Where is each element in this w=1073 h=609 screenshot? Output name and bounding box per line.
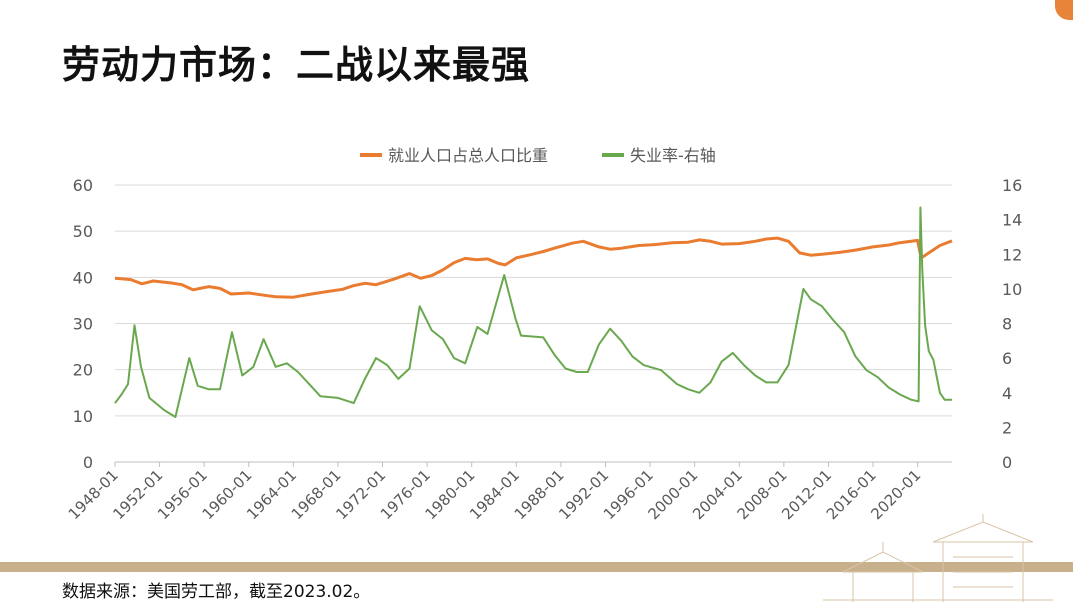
pavilion-illustration: [823, 514, 1053, 602]
right-y-tick-label: 4: [1002, 384, 1012, 403]
left-y-tick-label: 20: [73, 361, 93, 380]
right-y-tick-label: 16: [1002, 176, 1022, 195]
right-y-axis: 0 2 4 6 8 10 12 14 16: [1002, 176, 1022, 472]
legend-label-unemployment: 失业率-右轴: [630, 146, 716, 165]
left-y-tick-label: 0: [83, 453, 93, 472]
x-axis: 1948-011952-011956-011960-011964-011968-…: [65, 461, 952, 523]
right-y-tick-label: 2: [1002, 418, 1012, 437]
right-y-tick-label: 12: [1002, 245, 1022, 264]
left-y-tick-label: 10: [73, 407, 93, 426]
series-lines: [114, 206, 953, 418]
left-y-axis: 0 10 20 30 40 50 60: [73, 176, 93, 472]
data-source-note: 数据来源：美国劳工部，截至2023.02。: [62, 582, 371, 602]
corner-accent: [1055, 0, 1073, 20]
right-y-tick-label: 0: [1002, 453, 1012, 472]
legend: 就业人口占总人口比重 失业率-右轴: [360, 146, 716, 165]
right-y-tick-label: 14: [1002, 211, 1022, 230]
left-y-tick-label: 50: [73, 222, 93, 241]
left-y-tick-label: 30: [73, 315, 93, 334]
legend-label-employment: 就业人口占总人口比重: [388, 146, 548, 165]
right-y-tick-label: 8: [1002, 315, 1012, 334]
unemployment-line: [114, 206, 952, 418]
left-y-tick-label: 40: [73, 268, 93, 287]
footer-band: [0, 562, 1073, 572]
page-title: 劳动力市场：二战以来最强: [62, 43, 531, 87]
left-y-tick-label: 60: [73, 176, 93, 195]
right-y-tick-label: 6: [1002, 349, 1012, 368]
gridlines: [115, 184, 952, 417]
right-y-tick-label: 10: [1002, 280, 1022, 299]
employment-line: [114, 236, 953, 299]
